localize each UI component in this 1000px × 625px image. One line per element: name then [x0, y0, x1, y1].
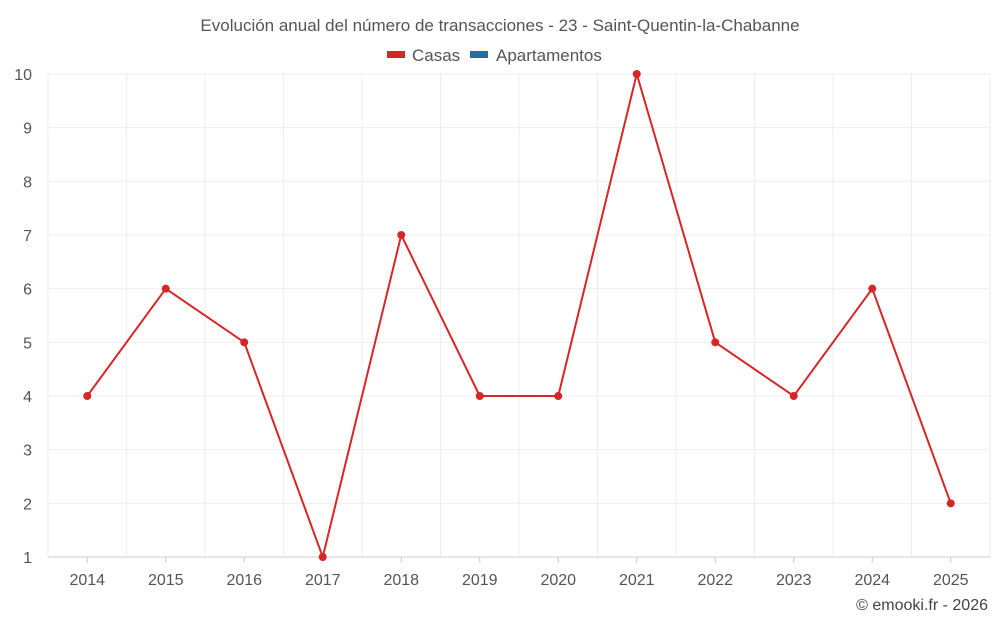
- data-point[interactable]: [554, 392, 563, 400]
- x-tick-label: 2015: [148, 572, 184, 589]
- data-point[interactable]: [240, 338, 249, 347]
- data-point[interactable]: [475, 392, 484, 400]
- y-tick-label: 1: [23, 550, 32, 567]
- data-point[interactable]: [83, 392, 92, 400]
- x-tick-label: 2016: [226, 572, 262, 589]
- grid: [47, 73, 991, 558]
- x-tick-label: 2022: [697, 572, 733, 589]
- credit-text: © emooki.fr - 2026: [856, 597, 988, 614]
- x-tick-label: 2023: [776, 572, 812, 589]
- y-axis: 1 2 3 4 5 6 7 8 9 10: [14, 67, 32, 567]
- y-tick-label: 3: [23, 443, 32, 460]
- data-point[interactable]: [161, 284, 170, 293]
- x-tick-label: 2021: [619, 572, 655, 589]
- legend-item-casas[interactable]: Casas: [387, 46, 460, 65]
- chart-title: Evolución anual del número de transaccio…: [200, 16, 799, 35]
- legend-item-apartamentos[interactable]: Apartamentos: [470, 46, 602, 65]
- legend-swatch-apartamentos: [470, 51, 488, 58]
- legend-swatch-casas: [387, 51, 405, 58]
- x-axis: 2014 2015 2016 2017 2018 2019 2020 2021 2022 2023…: [48, 556, 990, 589]
- x-tick-label: 2025: [933, 572, 969, 589]
- x-tick-label: 2018: [383, 572, 419, 589]
- data-point[interactable]: [318, 553, 327, 561]
- x-tick-label: 2017: [305, 572, 341, 589]
- legend: Casas Apartamentos: [387, 46, 602, 65]
- x-tick-label: 2019: [462, 572, 498, 589]
- y-tick-label: 8: [23, 174, 32, 191]
- data-point[interactable]: [711, 338, 720, 347]
- y-tick-label: 2: [23, 496, 32, 513]
- data-point[interactable]: [946, 499, 955, 508]
- y-tick-label: 10: [14, 67, 32, 84]
- legend-label-casas: Casas: [412, 46, 460, 65]
- y-tick-label: 7: [23, 228, 32, 245]
- legend-label-apartamentos: Apartamentos: [496, 46, 602, 65]
- data-point[interactable]: [397, 231, 406, 239]
- series-casas: [83, 70, 955, 561]
- series-line: [86, 73, 952, 558]
- x-tick-label: 2020: [540, 572, 576, 589]
- data-point[interactable]: [868, 284, 877, 293]
- data-point[interactable]: [632, 70, 641, 78]
- y-tick-label: 4: [23, 389, 32, 406]
- data-point[interactable]: [789, 392, 798, 400]
- y-tick-label: 6: [23, 282, 32, 299]
- y-tick-label: 9: [23, 121, 32, 138]
- x-tick-label: 2024: [854, 572, 890, 589]
- x-tick-label: 2014: [69, 572, 105, 589]
- y-tick-label: 5: [23, 335, 32, 352]
